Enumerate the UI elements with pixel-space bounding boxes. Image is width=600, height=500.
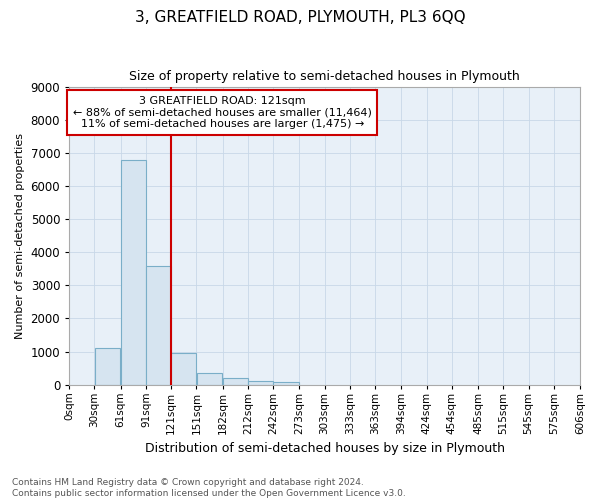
Text: Contains HM Land Registry data © Crown copyright and database right 2024.
Contai: Contains HM Land Registry data © Crown c… xyxy=(12,478,406,498)
Bar xyxy=(274,382,299,384)
Bar xyxy=(248,382,273,384)
X-axis label: Distribution of semi-detached houses by size in Plymouth: Distribution of semi-detached houses by … xyxy=(145,442,505,455)
Text: 3, GREATFIELD ROAD, PLYMOUTH, PL3 6QQ: 3, GREATFIELD ROAD, PLYMOUTH, PL3 6QQ xyxy=(134,10,466,25)
Y-axis label: Number of semi-detached properties: Number of semi-detached properties xyxy=(15,133,25,339)
Bar xyxy=(223,378,248,384)
Bar xyxy=(172,353,196,384)
Bar xyxy=(197,373,223,384)
Title: Size of property relative to semi-detached houses in Plymouth: Size of property relative to semi-detach… xyxy=(129,70,520,83)
Bar xyxy=(121,160,146,384)
Bar xyxy=(146,266,171,384)
Text: 3 GREATFIELD ROAD: 121sqm
← 88% of semi-detached houses are smaller (11,464)
11%: 3 GREATFIELD ROAD: 121sqm ← 88% of semi-… xyxy=(73,96,372,129)
Bar xyxy=(95,348,121,385)
